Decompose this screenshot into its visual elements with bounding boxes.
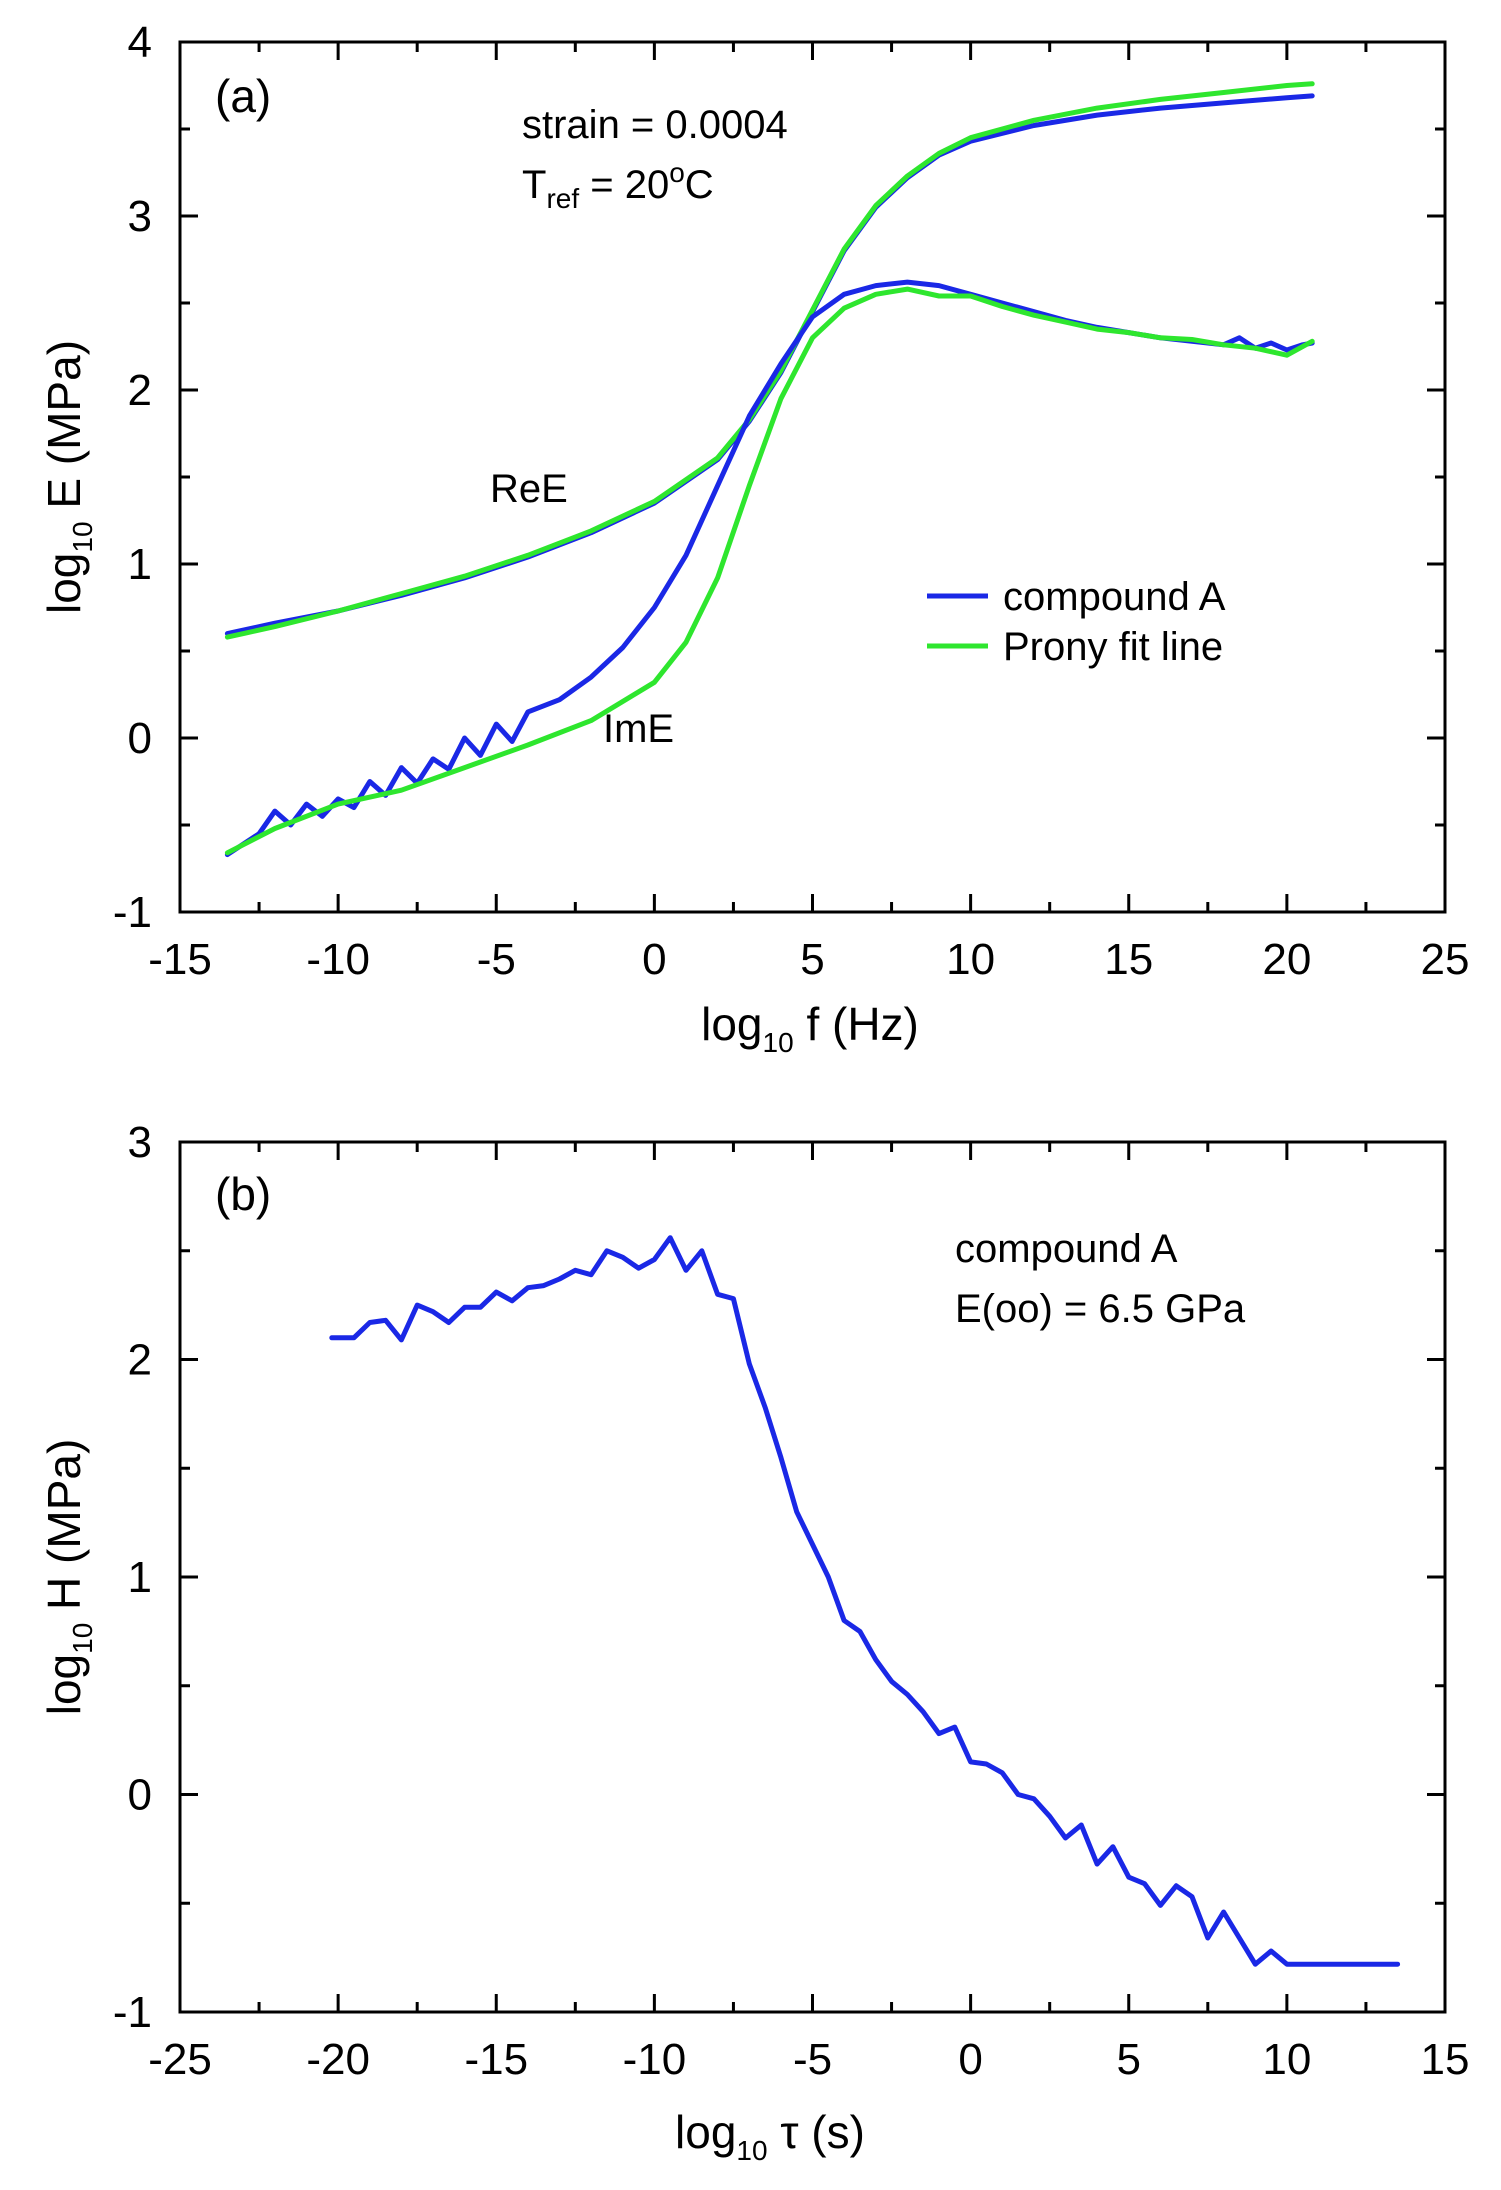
panel-a-series (224, 81, 1315, 858)
legend-label-compound-a: compound A (1003, 575, 1226, 619)
x-tick-label: 5 (800, 935, 824, 984)
series-prony-fit-ree (224, 81, 1315, 640)
panel-b-x-axis-label: log10 τ (s) (675, 2106, 865, 2166)
panel-b-series (329, 1235, 1401, 1967)
panel-b-plot-frame (178, 1140, 1447, 2014)
y-tick-label: 2 (128, 1336, 152, 1385)
x-tick-label: 0 (958, 2035, 982, 2084)
y-tick-label: 3 (128, 1118, 152, 1167)
ree-label: ReE (490, 467, 568, 511)
x-tick-label: 5 (1117, 2035, 1141, 2084)
tref-annotation: Tref = 20oC (522, 157, 714, 214)
panel-a-ticks (178, 40, 1447, 914)
series-compound-a-ime (224, 279, 1315, 858)
y-tick-label: 3 (128, 192, 152, 241)
panel-a-label: (a) (215, 70, 271, 122)
x-tick-label: 20 (1262, 935, 1311, 984)
x-tick-label: -5 (793, 2035, 832, 2084)
panel-b-x-tick-labels: -25 -20 -15 -10 -5 0 5 10 15 (148, 2035, 1469, 2084)
y-tick-label: 2 (128, 366, 152, 415)
strain-annotation: strain = 0.0004 (522, 103, 788, 147)
x-tick-label: 25 (1421, 935, 1470, 984)
x-tick-label: 15 (1421, 2035, 1470, 2084)
panel-a-y-tick-labels: -1 0 1 2 3 4 (113, 18, 152, 937)
y-tick-label: -1 (113, 888, 152, 937)
x-tick-label: -15 (148, 935, 212, 984)
y-tick-label: -1 (113, 1988, 152, 2037)
panel-b-label: (b) (215, 1168, 271, 1220)
panel-a-x-axis-label: log10 f (Hz) (701, 998, 919, 1058)
legend: compound A Prony fit line (927, 575, 1226, 669)
x-tick-label: -20 (306, 2035, 370, 2084)
x-tick-label: 10 (946, 935, 995, 984)
x-tick-label: 15 (1104, 935, 1153, 984)
ime-label: ImE (603, 707, 674, 751)
legend-label-prony-fit: Prony fit line (1003, 625, 1223, 669)
x-tick-label: -15 (464, 2035, 528, 2084)
y-tick-label: 1 (128, 540, 152, 589)
series-compound-a (329, 1235, 1401, 1967)
panel-a-y-axis-label: log10 E (MPa) (38, 340, 98, 614)
x-tick-label: 0 (642, 935, 666, 984)
series-compound-a-ree (224, 93, 1315, 637)
y-tick-label: 1 (128, 1553, 152, 1602)
x-tick-label: -10 (623, 2035, 687, 2084)
y-tick-label: 0 (128, 1771, 152, 1820)
x-tick-label: -25 (148, 2035, 212, 2084)
y-tick-label: 4 (128, 18, 152, 67)
panel-b-ticks (178, 1140, 1447, 2014)
series-prony-fit-ime (224, 286, 1315, 856)
panel-b-annotation-einf: E(oo) = 6.5 GPa (955, 1287, 1246, 1331)
panel-b-y-axis-label: log10 H (MPa) (38, 1439, 98, 1716)
panel-b-annotation-compound: compound A (955, 1227, 1178, 1271)
y-tick-label: 0 (128, 714, 152, 763)
panel-b-y-tick-labels: -1 0 1 2 3 (113, 1118, 152, 2037)
x-tick-label: 10 (1262, 2035, 1311, 2084)
x-tick-label: -10 (306, 935, 370, 984)
x-tick-label: -5 (477, 935, 516, 984)
panel-a-x-tick-labels: -15 -10 -5 0 5 10 15 20 25 (148, 935, 1469, 984)
